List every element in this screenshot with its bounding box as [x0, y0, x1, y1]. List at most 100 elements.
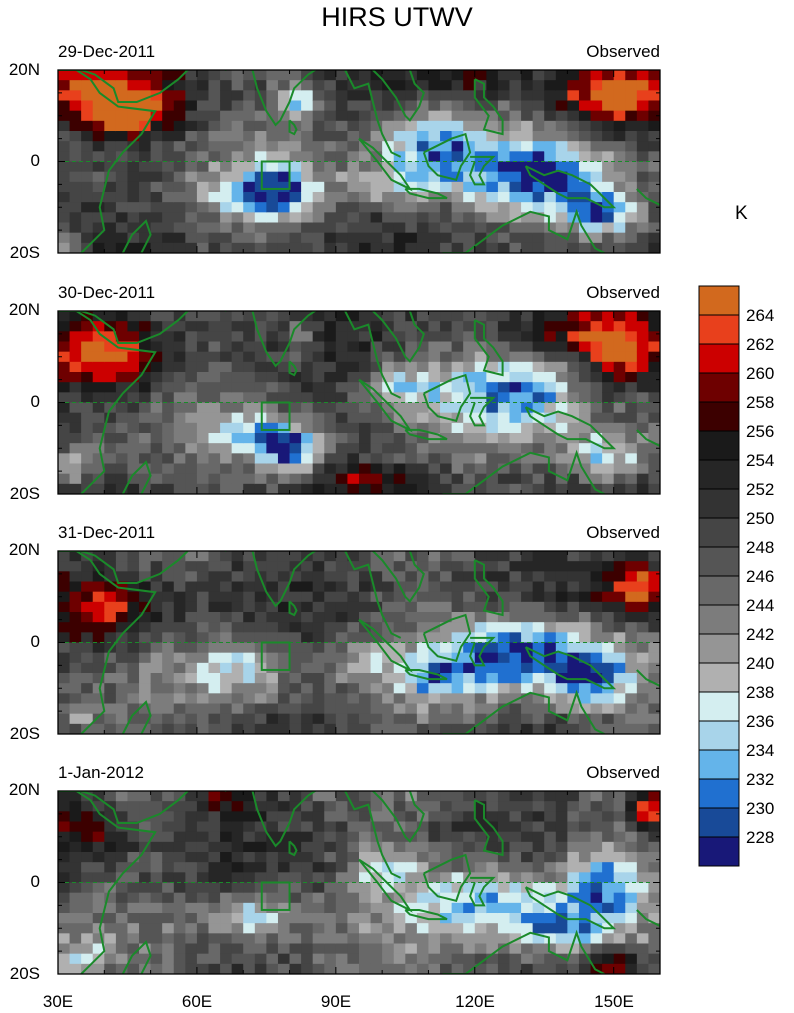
coastline — [442, 689, 605, 734]
coastline — [422, 853, 472, 902]
colorbar-swatch — [698, 285, 740, 316]
contour-field — [58, 311, 660, 494]
colorbar-label-232: 232 — [746, 770, 775, 789]
study-region-box — [260, 641, 291, 671]
coastline — [422, 373, 472, 422]
lon-label-120e: 120E — [455, 992, 495, 1011]
lon-label-30e: 30E — [42, 992, 74, 1011]
coastline — [404, 187, 448, 200]
lat-label-0: 0 — [30, 392, 40, 411]
coastline — [358, 858, 413, 913]
lat-label-0: 0 — [30, 632, 40, 651]
coastline — [288, 840, 298, 857]
study-region-box — [260, 401, 291, 431]
contour-field — [58, 70, 660, 253]
coastline — [422, 613, 472, 662]
coastline — [372, 551, 425, 603]
colorbar-swatch — [698, 343, 740, 374]
colorbar-swatch — [698, 662, 740, 693]
colorbar-swatch — [698, 633, 740, 664]
map-panel — [57, 790, 661, 975]
coastline — [524, 165, 617, 209]
colorbar-label-262: 262 — [746, 335, 775, 354]
lat-label-20s: 20S — [9, 724, 40, 743]
coastline — [404, 428, 448, 441]
colorbar-label-258: 258 — [746, 393, 775, 412]
colorbar-swatch — [698, 720, 740, 751]
coastline — [58, 70, 157, 253]
colorbar-swatch — [698, 401, 740, 432]
coastline — [469, 636, 496, 667]
coastline — [473, 559, 504, 617]
colorbar-label-256: 256 — [746, 422, 775, 441]
colorbar-label-228: 228 — [746, 828, 775, 847]
coastline — [121, 460, 152, 494]
colorbar-label-244: 244 — [746, 596, 775, 615]
study-region-box — [260, 160, 291, 190]
coastline — [422, 132, 472, 181]
coastline — [288, 360, 298, 377]
colorbar-label-246: 246 — [746, 567, 775, 586]
lat-label-0: 0 — [30, 872, 40, 891]
colorbar-label-242: 242 — [746, 625, 775, 644]
coastline — [58, 311, 157, 494]
lat-label-20s: 20S — [9, 243, 40, 262]
lat-label-0: 0 — [30, 151, 40, 170]
coastline — [372, 311, 425, 363]
coastline — [67, 551, 189, 584]
coastline — [288, 600, 298, 617]
colorbar-label-236: 236 — [746, 712, 775, 731]
panel-4-date: 1-Jan-2012 — [58, 763, 145, 782]
coastline — [469, 396, 496, 427]
coastline — [224, 311, 402, 399]
colorbar-swatch — [698, 836, 740, 867]
coastline — [636, 909, 660, 928]
panel-2-date: 30-Dec-2011 — [58, 283, 156, 302]
colorbar-swatch — [698, 372, 740, 403]
colorbar-swatch — [698, 314, 740, 345]
map-panel — [57, 310, 661, 495]
colorbar-unit: K — [735, 203, 748, 224]
coastline — [224, 791, 402, 879]
lat-label-20s: 20S — [9, 964, 40, 983]
map-panel — [57, 550, 661, 735]
coastline — [58, 551, 157, 734]
panel-1-source: Observed — [586, 42, 660, 61]
panel-1-date: 29-Dec-2011 — [58, 42, 156, 61]
colorbar-swatch — [698, 807, 740, 838]
figure-title: HIRS UTWV — [321, 2, 473, 32]
colorbar-label-238: 238 — [746, 683, 775, 702]
coastline — [524, 646, 617, 690]
coastline — [442, 208, 605, 253]
coastline — [121, 940, 152, 974]
coastline — [358, 618, 413, 673]
colorbar-label-240: 240 — [746, 654, 775, 673]
coastline — [358, 137, 413, 192]
colorbar-label-248: 248 — [746, 538, 775, 557]
coastline — [473, 319, 504, 377]
coastline — [636, 188, 660, 207]
panel-4-source: Observed — [586, 763, 660, 782]
colorbar-swatch — [698, 546, 740, 577]
colorbar-swatch — [698, 749, 740, 780]
coastline — [224, 551, 402, 639]
coastline — [67, 70, 189, 103]
coastline — [442, 449, 605, 494]
coastline — [473, 78, 504, 136]
coastline — [121, 700, 152, 734]
coastline — [469, 876, 496, 907]
colorbar-swatch — [698, 691, 740, 722]
lon-label-60e: 60E — [181, 992, 213, 1011]
coastline — [224, 70, 402, 158]
colorbar-label-230: 230 — [746, 799, 775, 818]
coastline — [372, 70, 425, 122]
lon-label-90e: 90E — [320, 992, 352, 1011]
colorbar-label-252: 252 — [746, 480, 775, 499]
coastline — [288, 119, 298, 136]
colorbar-swatch — [698, 604, 740, 635]
lat-label-20n: 20N — [8, 540, 40, 559]
coastline — [372, 791, 425, 843]
coastline — [404, 909, 448, 921]
panel-2-source: Observed — [586, 283, 660, 302]
